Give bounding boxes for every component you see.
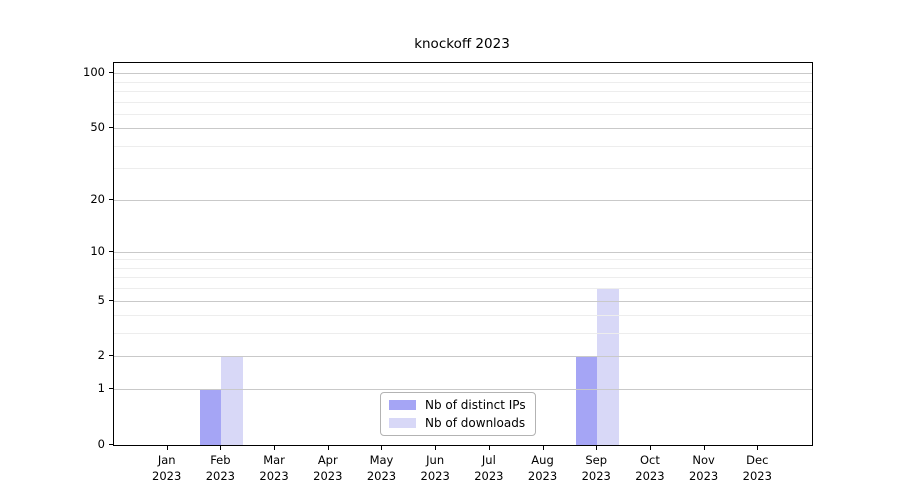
x-tick-year: 2023 (635, 468, 665, 483)
y-tick-label: 2 (97, 348, 105, 363)
x-tick-mark (381, 446, 383, 450)
x-tick-mark (703, 446, 705, 450)
x-tick-year: 2023 (527, 468, 558, 483)
x-tick-year: 2023 (259, 468, 289, 483)
x-tick-label: Jan 2023 (132, 453, 202, 484)
legend-label: Nb of downloads (425, 416, 526, 430)
x-tick-mark (757, 446, 759, 450)
x-tick-mark (274, 446, 276, 450)
y-tick-mark (109, 250, 113, 252)
x-tick-month: May (369, 453, 394, 467)
bar (597, 288, 619, 445)
x-tick-label: Feb 2023 (185, 453, 255, 484)
plot-area (113, 62, 813, 446)
x-tick-label: Mar 2023 (239, 453, 309, 484)
x-tick-year: 2023 (474, 468, 504, 483)
x-tick-label: Apr 2023 (293, 453, 363, 484)
legend-item: Nb of distinct IPs (389, 398, 526, 412)
x-tick-month: Sep (585, 453, 608, 467)
bars-layer (114, 63, 812, 445)
x-tick-month: Oct (639, 453, 660, 467)
y-tick-label: 5 (97, 292, 105, 307)
x-tick-mark (220, 446, 222, 450)
y-tick-label: 0 (97, 437, 105, 451)
x-tick-year: 2023 (581, 468, 611, 483)
y-tick-mark (109, 127, 113, 129)
x-tick-label: Jul 2023 (454, 453, 524, 484)
x-tick-label: Jun 2023 (400, 453, 470, 484)
x-tick-label: Sep 2023 (561, 453, 631, 484)
x-tick-month: Dec (746, 453, 769, 467)
chart-title: knockoff 2023 (414, 36, 510, 52)
x-tick-year: 2023 (152, 468, 182, 483)
x-tick-month: Jun (426, 453, 445, 467)
x-tick-label: Dec 2023 (722, 453, 792, 484)
x-tick-label: Nov 2023 (669, 453, 739, 484)
x-tick-month: Feb (210, 453, 231, 467)
legend-swatch (389, 418, 416, 428)
x-tick-label: Oct 2023 (615, 453, 685, 484)
x-tick-mark (542, 446, 544, 450)
x-tick-year: 2023 (313, 468, 343, 483)
x-tick-mark (649, 446, 651, 450)
y-tick-mark (109, 388, 113, 390)
bar (221, 356, 243, 445)
y-tick-label: 20 (90, 191, 105, 206)
y-tick-mark (109, 72, 113, 74)
x-tick-month: Aug (531, 453, 554, 467)
x-tick-year: 2023 (742, 468, 772, 483)
x-tick-year: 2023 (205, 468, 236, 483)
x-tick-month: Mar (263, 453, 285, 467)
x-tick-year: 2023 (688, 468, 719, 483)
y-tick-label: 1 (97, 381, 105, 396)
x-tick-month: Apr (317, 453, 338, 467)
x-tick-mark (488, 446, 490, 450)
legend: Nb of distinct IPs Nb of downloads (380, 392, 536, 436)
x-tick-month: Jul (481, 453, 496, 467)
x-tick-year: 2023 (366, 468, 397, 483)
bar (199, 389, 222, 445)
x-tick-month: Nov (692, 453, 715, 467)
y-tick-mark (109, 198, 113, 200)
y-tick-mark (109, 355, 113, 357)
x-tick-label: Aug 2023 (508, 453, 578, 484)
legend-item: Nb of downloads (389, 416, 526, 430)
legend-label: Nb of distinct IPs (425, 398, 526, 412)
y-tick-label: 50 (90, 120, 105, 135)
bar (575, 356, 598, 445)
y-tick-mark (109, 444, 113, 445)
x-tick-mark (596, 446, 598, 450)
y-tick-label: 10 (90, 243, 105, 258)
x-tick-mark (166, 446, 168, 450)
x-tick-month: Jan (157, 453, 176, 467)
x-tick-year: 2023 (420, 468, 450, 483)
x-tick-mark (435, 446, 437, 450)
x-tick-mark (327, 446, 329, 450)
y-tick-label: 100 (83, 65, 105, 80)
y-tick-mark (109, 299, 113, 301)
legend-swatch (389, 400, 416, 410)
x-tick-label: May 2023 (346, 453, 416, 484)
